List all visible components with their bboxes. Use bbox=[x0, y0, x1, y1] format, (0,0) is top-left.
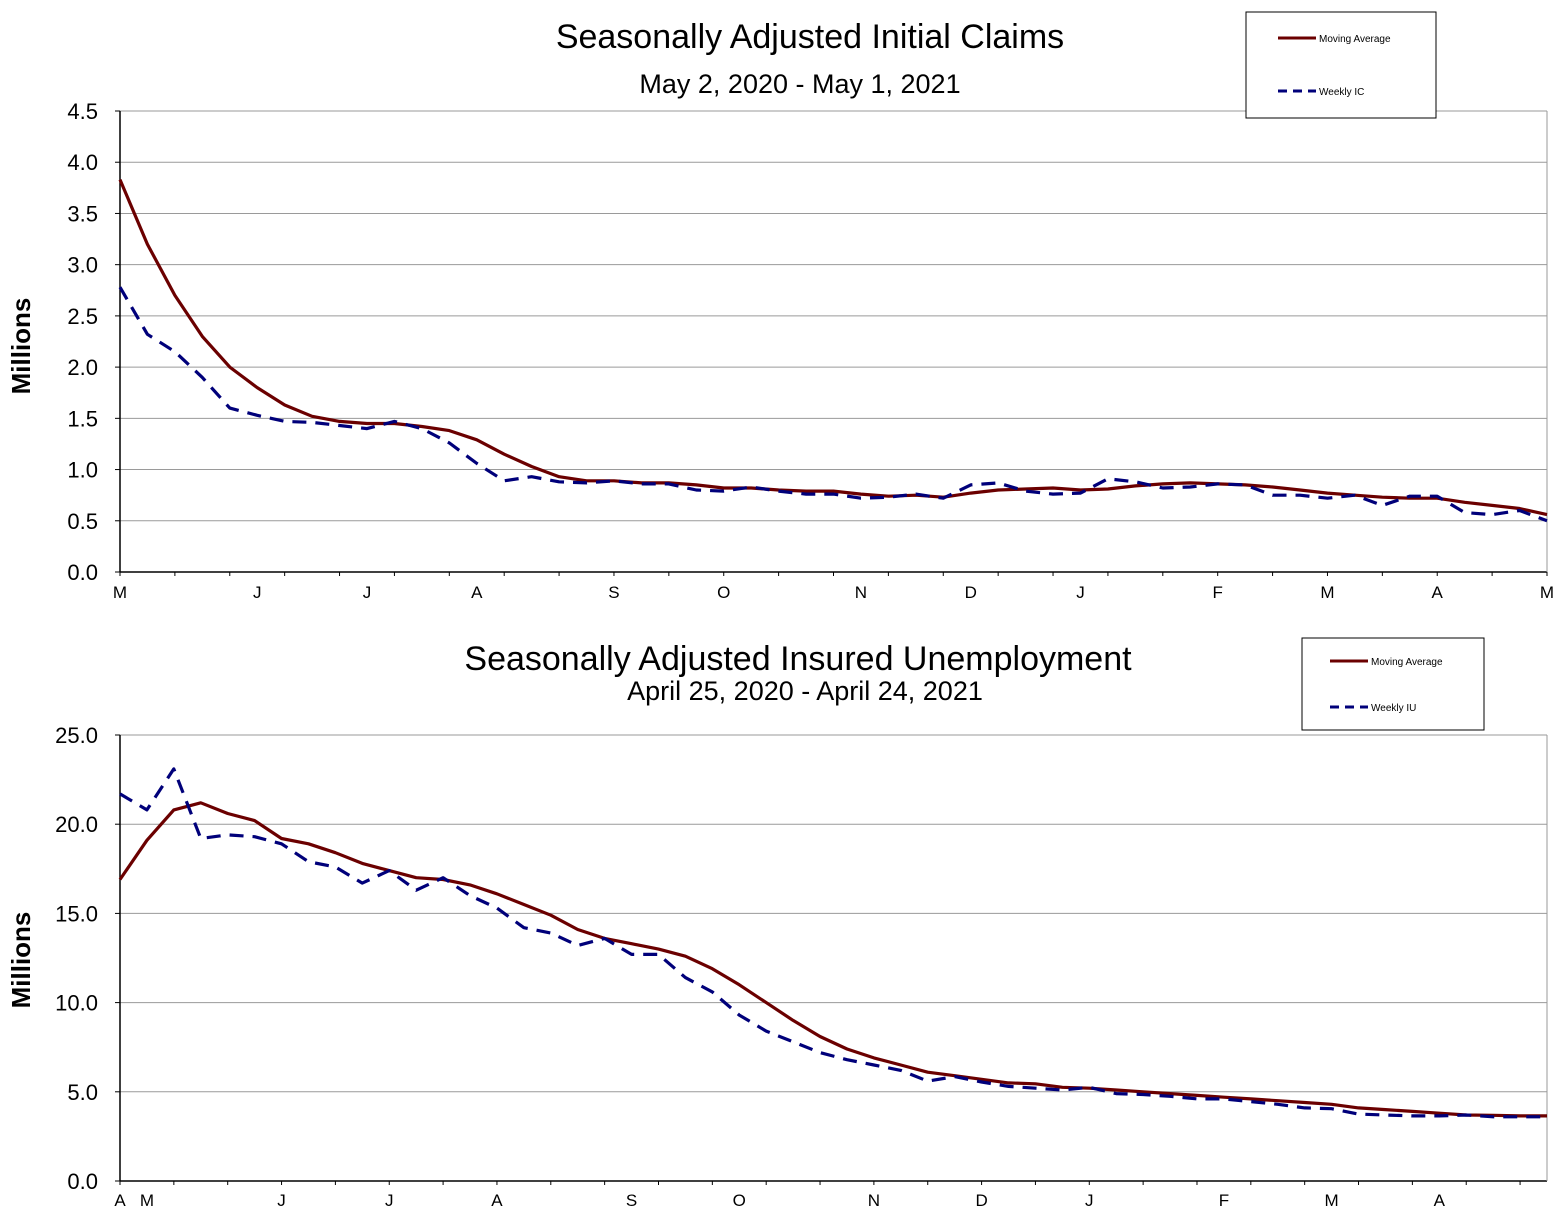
x-tick-label: M bbox=[113, 583, 127, 602]
x-tick-label: D bbox=[965, 583, 977, 602]
y-tick-label: 0.0 bbox=[67, 560, 98, 585]
x-tick-label: A bbox=[1432, 583, 1444, 602]
y-tick-label: 2.0 bbox=[67, 355, 98, 380]
x-tick-label: O bbox=[717, 583, 730, 602]
x-tick-label: N bbox=[855, 583, 867, 602]
x-tick-label: F bbox=[1212, 583, 1222, 602]
chart-subtitle: May 2, 2020 - May 1, 2021 bbox=[639, 69, 960, 99]
legend: Moving Average Weekly IU bbox=[1301, 637, 1485, 731]
x-tick-label: J bbox=[385, 1191, 394, 1210]
x-tick-label: M bbox=[140, 1191, 154, 1210]
chart-subtitle: April 25, 2020 - April 24, 2021 bbox=[627, 676, 983, 706]
x-tick-label: A bbox=[1434, 1191, 1446, 1210]
insured-unemployment-chart: Seasonally Adjusted Insured Unemployment… bbox=[6, 637, 1548, 1210]
x-tick-label: J bbox=[253, 583, 262, 602]
legend: Moving Average Weekly IC bbox=[1245, 11, 1437, 119]
x-tick-label: S bbox=[626, 1191, 637, 1210]
x-tick-label: M bbox=[1325, 1191, 1339, 1210]
y-tick-label: 20.0 bbox=[55, 812, 98, 837]
initial-claims-chart: Seasonally Adjusted Initial Claims May 2… bbox=[6, 11, 1554, 602]
y-tick-label: 15.0 bbox=[55, 901, 98, 926]
y-tick-label: 1.5 bbox=[67, 406, 98, 431]
legend-label-weekly-ic: Weekly IC bbox=[1319, 87, 1364, 98]
y-tick-label: 5.0 bbox=[67, 1080, 98, 1105]
y-tick-label: 4.0 bbox=[67, 150, 98, 175]
x-tick-label: A bbox=[491, 1191, 503, 1210]
x-tick-label: M bbox=[1540, 583, 1554, 602]
y-tick-label: 1.0 bbox=[67, 458, 98, 483]
x-tick-label: A bbox=[471, 583, 483, 602]
x-tick-label: F bbox=[1219, 1191, 1229, 1210]
legend-box bbox=[1245, 11, 1437, 119]
legend-label-weekly-iu: Weekly IU bbox=[1371, 703, 1416, 714]
y-axis-label: Millions bbox=[6, 298, 36, 395]
legend-label-moving-average: Moving Average bbox=[1371, 657, 1443, 668]
series-line-moving-average bbox=[118, 801, 1547, 1118]
x-tick-label: D bbox=[975, 1191, 987, 1210]
chart-title: Seasonally Adjusted Insured Unemployment bbox=[464, 640, 1132, 678]
y-tick-label: 3.5 bbox=[67, 201, 98, 226]
series-line-weekly bbox=[119, 767, 1547, 1119]
series-line-weekly bbox=[118, 286, 1548, 523]
legend-label-moving-average: Moving Average bbox=[1319, 34, 1391, 45]
legend-box bbox=[1301, 637, 1485, 731]
y-axis-label: Millions bbox=[6, 912, 36, 1009]
x-tick-label: J bbox=[1085, 1191, 1094, 1210]
series-line-moving-average bbox=[118, 178, 1548, 517]
x-tick-label: O bbox=[733, 1191, 746, 1210]
y-tick-label: 0.0 bbox=[67, 1169, 98, 1194]
y-tick-label: 3.0 bbox=[67, 253, 98, 278]
y-tick-label: 2.5 bbox=[67, 304, 98, 329]
x-tick-label: A bbox=[114, 1191, 126, 1210]
plot-area: 0.0 0.5 1.0 1.5 2.0 2.5 3.0 3.5 4.0 4.5 M J J A S O N D J F… bbox=[67, 99, 1554, 602]
plot-area: 0.05.010.015.020.025.0A M J J A S O N D J F M A bbox=[55, 723, 1548, 1210]
x-tick-label: J bbox=[277, 1191, 286, 1210]
chart-title: Seasonally Adjusted Initial Claims bbox=[556, 18, 1064, 56]
y-tick-label: 25.0 bbox=[55, 723, 98, 748]
x-tick-label: M bbox=[1320, 583, 1334, 602]
x-tick-label: S bbox=[608, 583, 619, 602]
x-tick-label: J bbox=[1076, 583, 1085, 602]
y-tick-label: 4.5 bbox=[67, 99, 98, 124]
y-tick-label: 0.5 bbox=[67, 509, 98, 534]
x-tick-label: N bbox=[868, 1191, 880, 1210]
x-tick-label: J bbox=[363, 583, 372, 602]
y-tick-label: 10.0 bbox=[55, 991, 98, 1016]
